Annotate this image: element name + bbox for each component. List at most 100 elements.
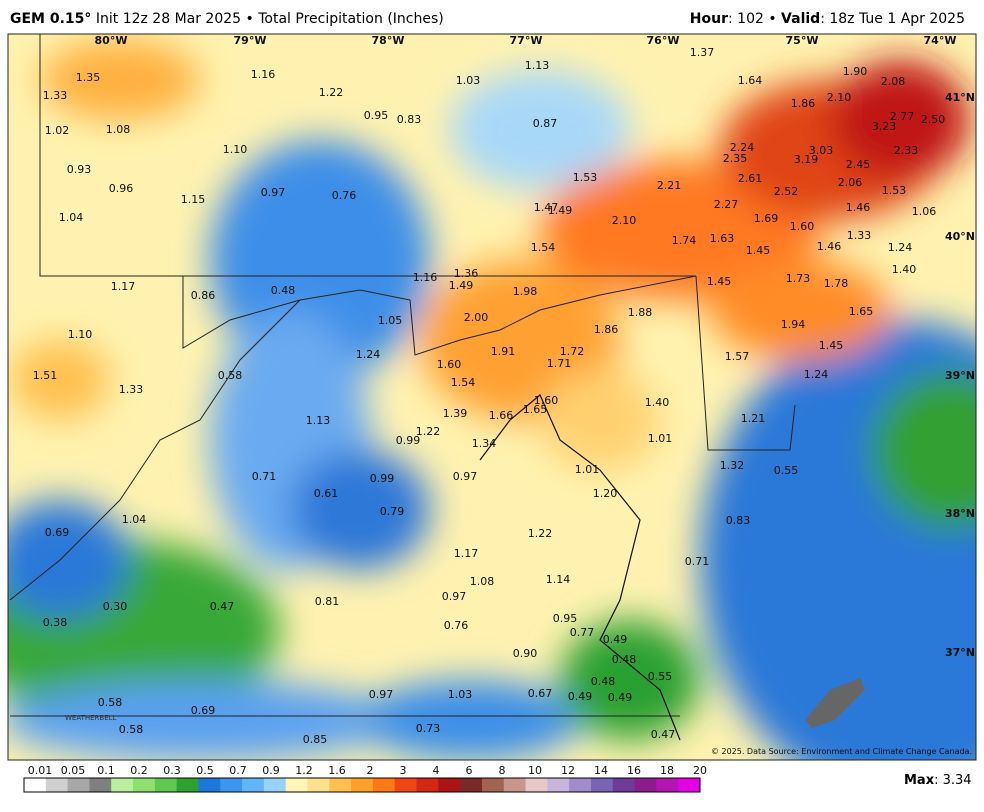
- colorbar-swatch: [634, 778, 657, 792]
- value-label: 1.45: [707, 275, 732, 288]
- value-label: 0.86: [191, 289, 216, 302]
- value-label: 1.08: [470, 575, 495, 588]
- colorbar-swatch: [612, 778, 636, 792]
- colorbar-tick-label: 10: [528, 764, 542, 777]
- colorbar-tick-label: 14: [594, 764, 608, 777]
- value-label: 0.99: [370, 472, 395, 485]
- value-label: 1.94: [781, 318, 806, 331]
- value-label: 0.96: [109, 182, 134, 195]
- value-label: 1.10: [68, 328, 93, 341]
- colorbar-tick-label: 0.5: [196, 764, 214, 777]
- colorbar-swatch: [503, 778, 527, 792]
- colorbar-swatch: [394, 778, 418, 792]
- colorbar: 0.01 0.05 0.1 0.2 0.3 0.5 0.7 0.9 1.2 1.6 2 3 4 6 8 10 1…: [23, 764, 707, 793]
- value-label: 0.48: [612, 653, 637, 666]
- value-label: 1.17: [111, 280, 136, 293]
- value-label: 1.60: [534, 394, 559, 407]
- value-label: 0.49: [608, 691, 633, 704]
- value-label: 0.58: [218, 369, 243, 382]
- lon-label: 77°W: [510, 34, 543, 47]
- colorbar-swatch: [678, 778, 701, 792]
- map-labels: 80°W 79°W 78°W 77°W 76°W 75°W 74°W 41°N 40°N 39°N…: [33, 34, 975, 746]
- value-label: 1.06: [912, 205, 937, 218]
- value-label: 0.76: [444, 619, 469, 632]
- value-label: 1.78: [824, 277, 849, 290]
- value-label: 1.40: [892, 263, 917, 276]
- value-label: 1.02: [45, 124, 70, 137]
- colorbar-tick-label: 12: [561, 764, 575, 777]
- colorbar-tick-label: 6: [466, 764, 473, 777]
- lat-label: 39°N: [945, 369, 975, 382]
- colorbar-tick-label: 18: [660, 764, 674, 777]
- value-label: 1.17: [454, 547, 479, 560]
- value-label: 1.49: [449, 279, 474, 292]
- value-label: 1.86: [594, 323, 619, 336]
- colorbar-tick-label: 8: [499, 764, 506, 777]
- colorbar-tick-label: 0.7: [229, 764, 247, 777]
- value-label: 0.61: [314, 487, 339, 500]
- value-label: 1.21: [741, 412, 766, 425]
- value-label: 1.01: [575, 463, 600, 476]
- value-label: 0.81: [315, 595, 340, 608]
- colorbar-tick-label: 0.1: [97, 764, 115, 777]
- value-label: 1.46: [817, 240, 842, 253]
- colorbar-swatch: [416, 778, 439, 792]
- hour-label: Hour: [690, 11, 728, 27]
- colorbar-swatch: [460, 778, 483, 792]
- value-label: 2.35: [723, 152, 748, 165]
- value-label: 3.03: [809, 144, 834, 157]
- value-label: 1.32: [720, 459, 745, 472]
- value-label: 1.20: [593, 487, 618, 500]
- value-label: 0.58: [98, 696, 123, 709]
- value-label: 0.69: [45, 526, 70, 539]
- value-label: 1.53: [573, 171, 598, 184]
- hour-value: : 102 •: [728, 11, 781, 27]
- value-label: 1.45: [819, 339, 844, 352]
- value-label: 0.83: [397, 113, 422, 126]
- value-label: 1.73: [786, 272, 811, 285]
- value-label: 1.16: [251, 68, 276, 81]
- value-label: 2.77: [890, 110, 915, 123]
- colorbar-swatch: [176, 778, 199, 792]
- colorbar-swatch: [45, 778, 69, 792]
- value-label: 0.49: [603, 633, 628, 646]
- value-label: 1.08: [106, 123, 131, 136]
- lat-label: 37°N: [945, 646, 975, 659]
- colorbar-tick-label: 0.05: [61, 764, 86, 777]
- colorbar-swatch: [89, 778, 112, 792]
- value-label: 1.65: [849, 305, 874, 318]
- value-label: 1.39: [443, 407, 468, 420]
- max-label: Max: [904, 773, 935, 788]
- lon-label: 75°W: [786, 34, 819, 47]
- header-right: Hour: 102 • Valid: 18z Tue 1 Apr 2025: [690, 11, 965, 27]
- value-label: 1.22: [416, 425, 441, 438]
- value-label: 0.77: [570, 626, 595, 639]
- value-label: 1.14: [546, 573, 571, 586]
- value-label: 0.93: [67, 163, 92, 176]
- colorbar-tick-label: 1.6: [328, 764, 346, 777]
- colorbar-swatch: [220, 778, 243, 792]
- header-left: GEM 0.15° Init 12z 28 Mar 2025 • Total P…: [10, 11, 444, 27]
- value-label: 0.97: [442, 590, 467, 603]
- colorbar-tick-label: 0.3: [163, 764, 181, 777]
- value-label: 1.36: [454, 267, 479, 280]
- value-label: 1.86: [791, 97, 816, 110]
- value-label: 1.22: [319, 86, 344, 99]
- value-label: 0.71: [252, 470, 277, 483]
- value-label: 0.79: [380, 505, 405, 518]
- colorbar-swatch: [590, 778, 614, 792]
- max: Max: 3.34: [904, 773, 972, 788]
- value-label: 1.45: [746, 244, 771, 257]
- value-label: 1.13: [306, 414, 331, 427]
- colorbar-swatch: [154, 778, 178, 792]
- colorbar-swatch: [329, 778, 352, 792]
- value-label: 2.08: [881, 75, 906, 88]
- colorbar-tick-label: 1.2: [295, 764, 313, 777]
- value-label: 0.30: [103, 600, 128, 613]
- colorbar-tick-label: 20: [693, 764, 707, 777]
- value-label: 1.24: [888, 241, 913, 254]
- value-label: 0.49: [568, 690, 593, 703]
- value-label: 1.60: [437, 358, 462, 371]
- lon-label: 79°W: [234, 34, 267, 47]
- value-label: 1.33: [847, 229, 872, 242]
